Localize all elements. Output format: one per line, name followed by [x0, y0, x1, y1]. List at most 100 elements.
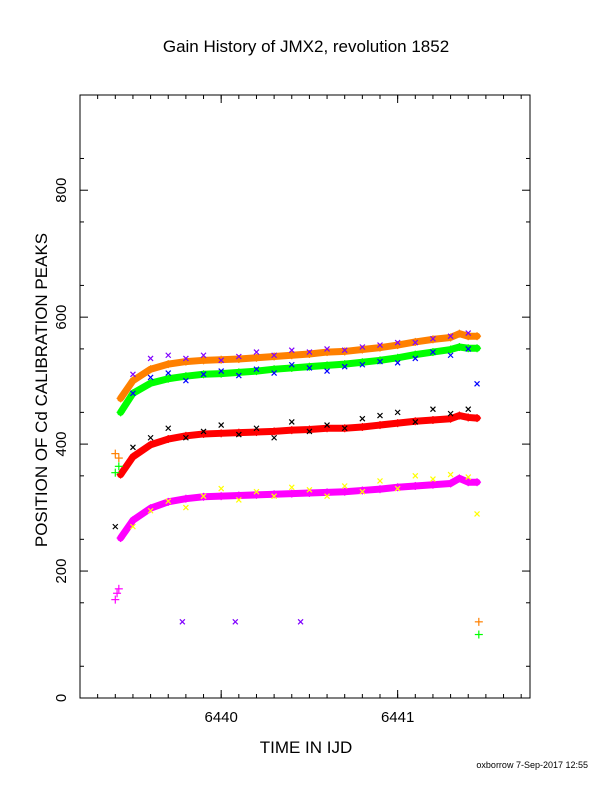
data-point: [235, 431, 242, 438]
data-point: [114, 584, 123, 593]
data-point: [128, 376, 137, 385]
data-point: [377, 477, 383, 484]
data-point: [112, 523, 119, 530]
data-point: [271, 370, 278, 376]
data-point: [200, 428, 207, 435]
data-point: [114, 462, 123, 471]
plot-frame: [79, 94, 531, 699]
data-point: [165, 498, 172, 505]
data-point: [199, 356, 208, 365]
series-10: [111, 584, 123, 604]
data-point: [412, 339, 419, 346]
data-point: [164, 374, 173, 383]
data-point: [116, 470, 125, 479]
data-point: [146, 440, 155, 449]
data-point: [305, 362, 314, 371]
data-point: [447, 333, 454, 340]
y-tick-label: 600: [53, 305, 70, 330]
data-point: [111, 468, 120, 477]
data-point: [340, 487, 349, 496]
axis-tick-labels: 0 200 400 600 800 6440 6441: [53, 178, 414, 726]
data-point: [377, 342, 383, 349]
data-point: [147, 507, 154, 514]
data-point: [412, 418, 419, 425]
data-point: [411, 350, 420, 359]
data-point: [116, 394, 125, 403]
data-point: [271, 434, 278, 441]
series-line: [117, 474, 481, 542]
series-4: [130, 330, 472, 625]
data-point: [428, 480, 437, 489]
data-point: [287, 426, 296, 435]
data-point: [447, 352, 454, 359]
data-point: [465, 345, 472, 352]
data-point: [114, 454, 123, 463]
series-6: [112, 406, 472, 530]
y-tick-label: 200: [53, 559, 70, 584]
data-point: [455, 411, 464, 420]
data-point: [394, 485, 401, 492]
data-point: [235, 497, 242, 503]
series-9: [111, 462, 483, 639]
data-point: [430, 335, 436, 342]
data-point: [182, 377, 189, 384]
data-point: [446, 345, 455, 354]
data-point: [288, 418, 295, 425]
data-point: [232, 618, 239, 625]
data-point: [377, 412, 383, 419]
chart-title: Gain History of JMX2, revolution 1852: [163, 37, 449, 56]
series-5: [130, 345, 480, 397]
y-axis-label: POSITION OF Cd CALIBRATION PEAKS: [32, 233, 51, 547]
data-point: [411, 481, 420, 490]
data-point: [324, 345, 330, 352]
y-tick-label: 0: [53, 694, 70, 702]
series-1: [116, 342, 482, 417]
data-point: [324, 422, 330, 428]
data-point: [359, 344, 366, 350]
data-marks: [111, 329, 483, 639]
data-point: [252, 428, 261, 437]
data-point: [164, 435, 173, 444]
data-point: [130, 444, 136, 451]
data-point: [393, 483, 402, 492]
data-point: [288, 361, 295, 368]
data-point: [473, 478, 482, 487]
data-point: [111, 449, 120, 458]
data-point: [306, 428, 313, 435]
data-point: [455, 342, 464, 351]
data-point: [376, 485, 384, 494]
data-point: [376, 421, 384, 430]
data-point: [182, 504, 189, 511]
data-point: [164, 360, 173, 369]
axis-ticks: [80, 95, 530, 699]
footer-credit: oxborrow 7-Sep-2017 12:55: [476, 760, 588, 770]
data-point: [111, 595, 120, 604]
data-point: [270, 352, 279, 361]
data-point: [412, 355, 419, 362]
data-point: [218, 357, 225, 364]
data-point: [473, 332, 482, 341]
data-point: [447, 410, 454, 417]
data-point: [217, 492, 226, 501]
data-point: [474, 511, 480, 517]
data-point: [217, 429, 226, 438]
x-tick-label: 6440: [204, 709, 237, 726]
data-point: [179, 618, 186, 625]
data-point: [464, 413, 473, 422]
data-point: [147, 374, 154, 381]
data-point: [324, 493, 330, 500]
data-point: [252, 353, 261, 362]
data-point: [341, 483, 348, 489]
data-point: [464, 478, 473, 487]
data-point: [182, 434, 189, 441]
data-point: [116, 534, 125, 543]
data-point: [235, 372, 242, 379]
data-point: [218, 485, 225, 492]
data-point: [116, 408, 125, 417]
data-point: [323, 361, 332, 370]
data-point: [447, 471, 454, 478]
data-point: [130, 523, 136, 530]
x-tick-label: 6441: [381, 709, 414, 726]
data-point: [465, 474, 472, 481]
